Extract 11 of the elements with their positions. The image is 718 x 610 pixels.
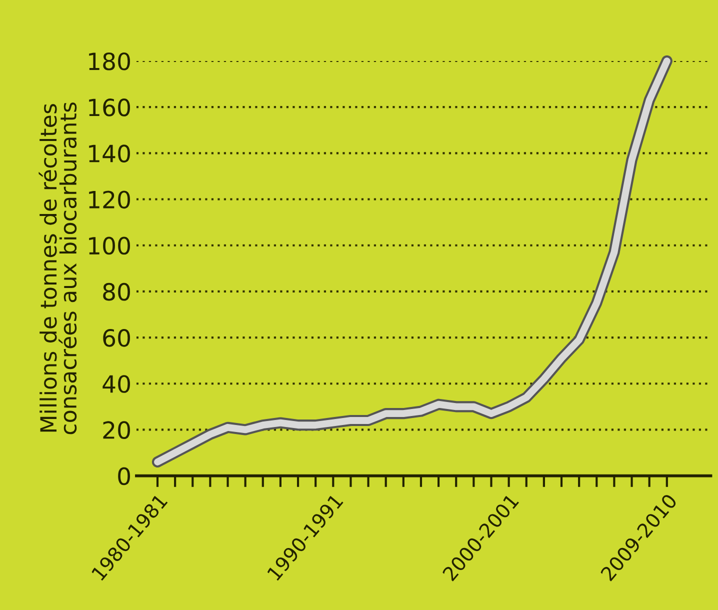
y-tick-label: 40 [102,375,130,393]
y-tick-label: 180 [89,52,130,70]
y-axis-title: Millions de tonnes de récoltes consacrées aux biocarburants [38,102,77,434]
y-tick-label: 120 [89,190,130,209]
y-tick-label: 140 [89,144,130,162]
y-tick-label: 60 [103,328,130,347]
y-tick-label: 100 [89,236,130,255]
y-tick-label: 80 [103,282,130,301]
y-tick-label: 20 [103,421,130,440]
y-tick-label: 0 [118,467,130,486]
y-tick-label: 160 [89,98,130,116]
